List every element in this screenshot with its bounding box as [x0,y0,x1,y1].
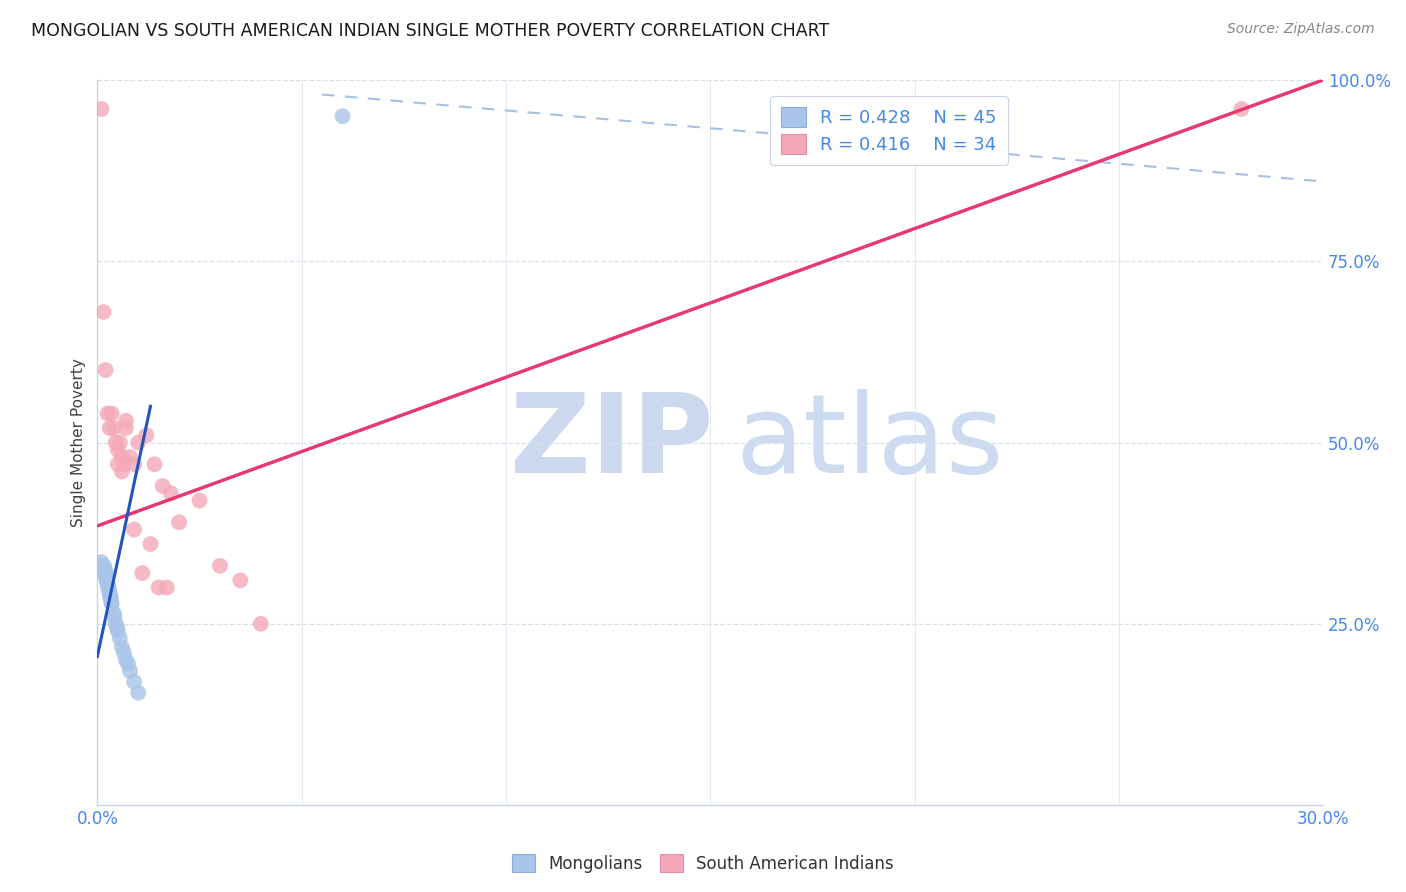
Point [94,363,117,377]
Point [94,567,117,582]
Point [90,555,112,569]
Point [112,646,135,660]
Point [107,442,129,457]
Point [105,620,128,634]
Point [96,572,118,586]
Text: Source: ZipAtlas.com: Source: ZipAtlas.com [1227,22,1375,37]
Point [139,537,162,551]
Point [188,493,211,508]
Point [107,457,129,471]
Point [93,562,115,576]
Point [94,569,117,583]
Point [90,102,112,116]
Point [103,421,125,435]
Legend: R = 0.428    N = 45, R = 0.416    N = 34: R = 0.428 N = 45, R = 0.416 N = 34 [770,96,1008,165]
Point [96,574,118,589]
Point [100,597,122,611]
Point [100,595,122,609]
Point [117,657,139,671]
Point [91,558,114,573]
Point [122,674,145,689]
Point [107,624,129,638]
Point [131,566,153,580]
Point [108,632,131,646]
Point [167,516,190,530]
Point [98,584,121,599]
Point [97,582,120,596]
Point [100,591,122,606]
Legend: Mongolians, South American Indians: Mongolians, South American Indians [505,847,901,880]
Point [152,479,174,493]
Point [108,435,131,450]
Point [91,561,114,575]
Point [112,457,135,471]
Point [111,450,134,464]
Point [103,606,125,620]
Point [118,450,141,464]
Point [160,486,183,500]
Point [96,569,118,583]
Point [104,616,127,631]
Point [104,435,127,450]
Point [100,407,122,421]
Point [127,686,149,700]
Point [97,407,120,421]
Point [93,565,115,579]
Point [332,109,354,123]
Point [122,457,145,471]
Point [93,562,115,576]
Point [229,574,252,588]
Point [98,588,121,602]
Point [90,558,112,573]
Point [249,616,271,631]
Point [208,558,231,573]
Point [115,414,138,428]
Point [118,664,141,678]
Point [100,589,122,603]
Point [94,566,117,580]
Y-axis label: Single Mother Poverty: Single Mother Poverty [72,358,86,527]
Point [97,581,120,595]
Text: ZIP: ZIP [510,389,714,496]
Point [127,435,149,450]
Point [122,523,145,537]
Text: MONGOLIAN VS SOUTH AMERICAN INDIAN SINGLE MOTHER POVERTY CORRELATION CHART: MONGOLIAN VS SOUTH AMERICAN INDIAN SINGL… [31,22,830,40]
Point [93,562,115,576]
Point [94,566,117,580]
Point [96,574,118,588]
Point [98,586,121,600]
Point [111,640,134,654]
Point [94,564,117,578]
Text: atlas: atlas [735,389,1004,496]
Point [97,577,120,591]
Point [91,560,114,574]
Point [1230,102,1253,116]
Point [143,457,166,471]
Point [111,465,134,479]
Point [93,558,115,573]
Point [156,581,179,595]
Point [148,581,170,595]
Point [98,421,121,435]
Point [135,428,157,442]
Point [115,653,138,667]
Point [93,560,115,574]
Point [115,421,138,435]
Point [93,305,115,319]
Point [103,609,125,624]
Point [97,579,120,593]
